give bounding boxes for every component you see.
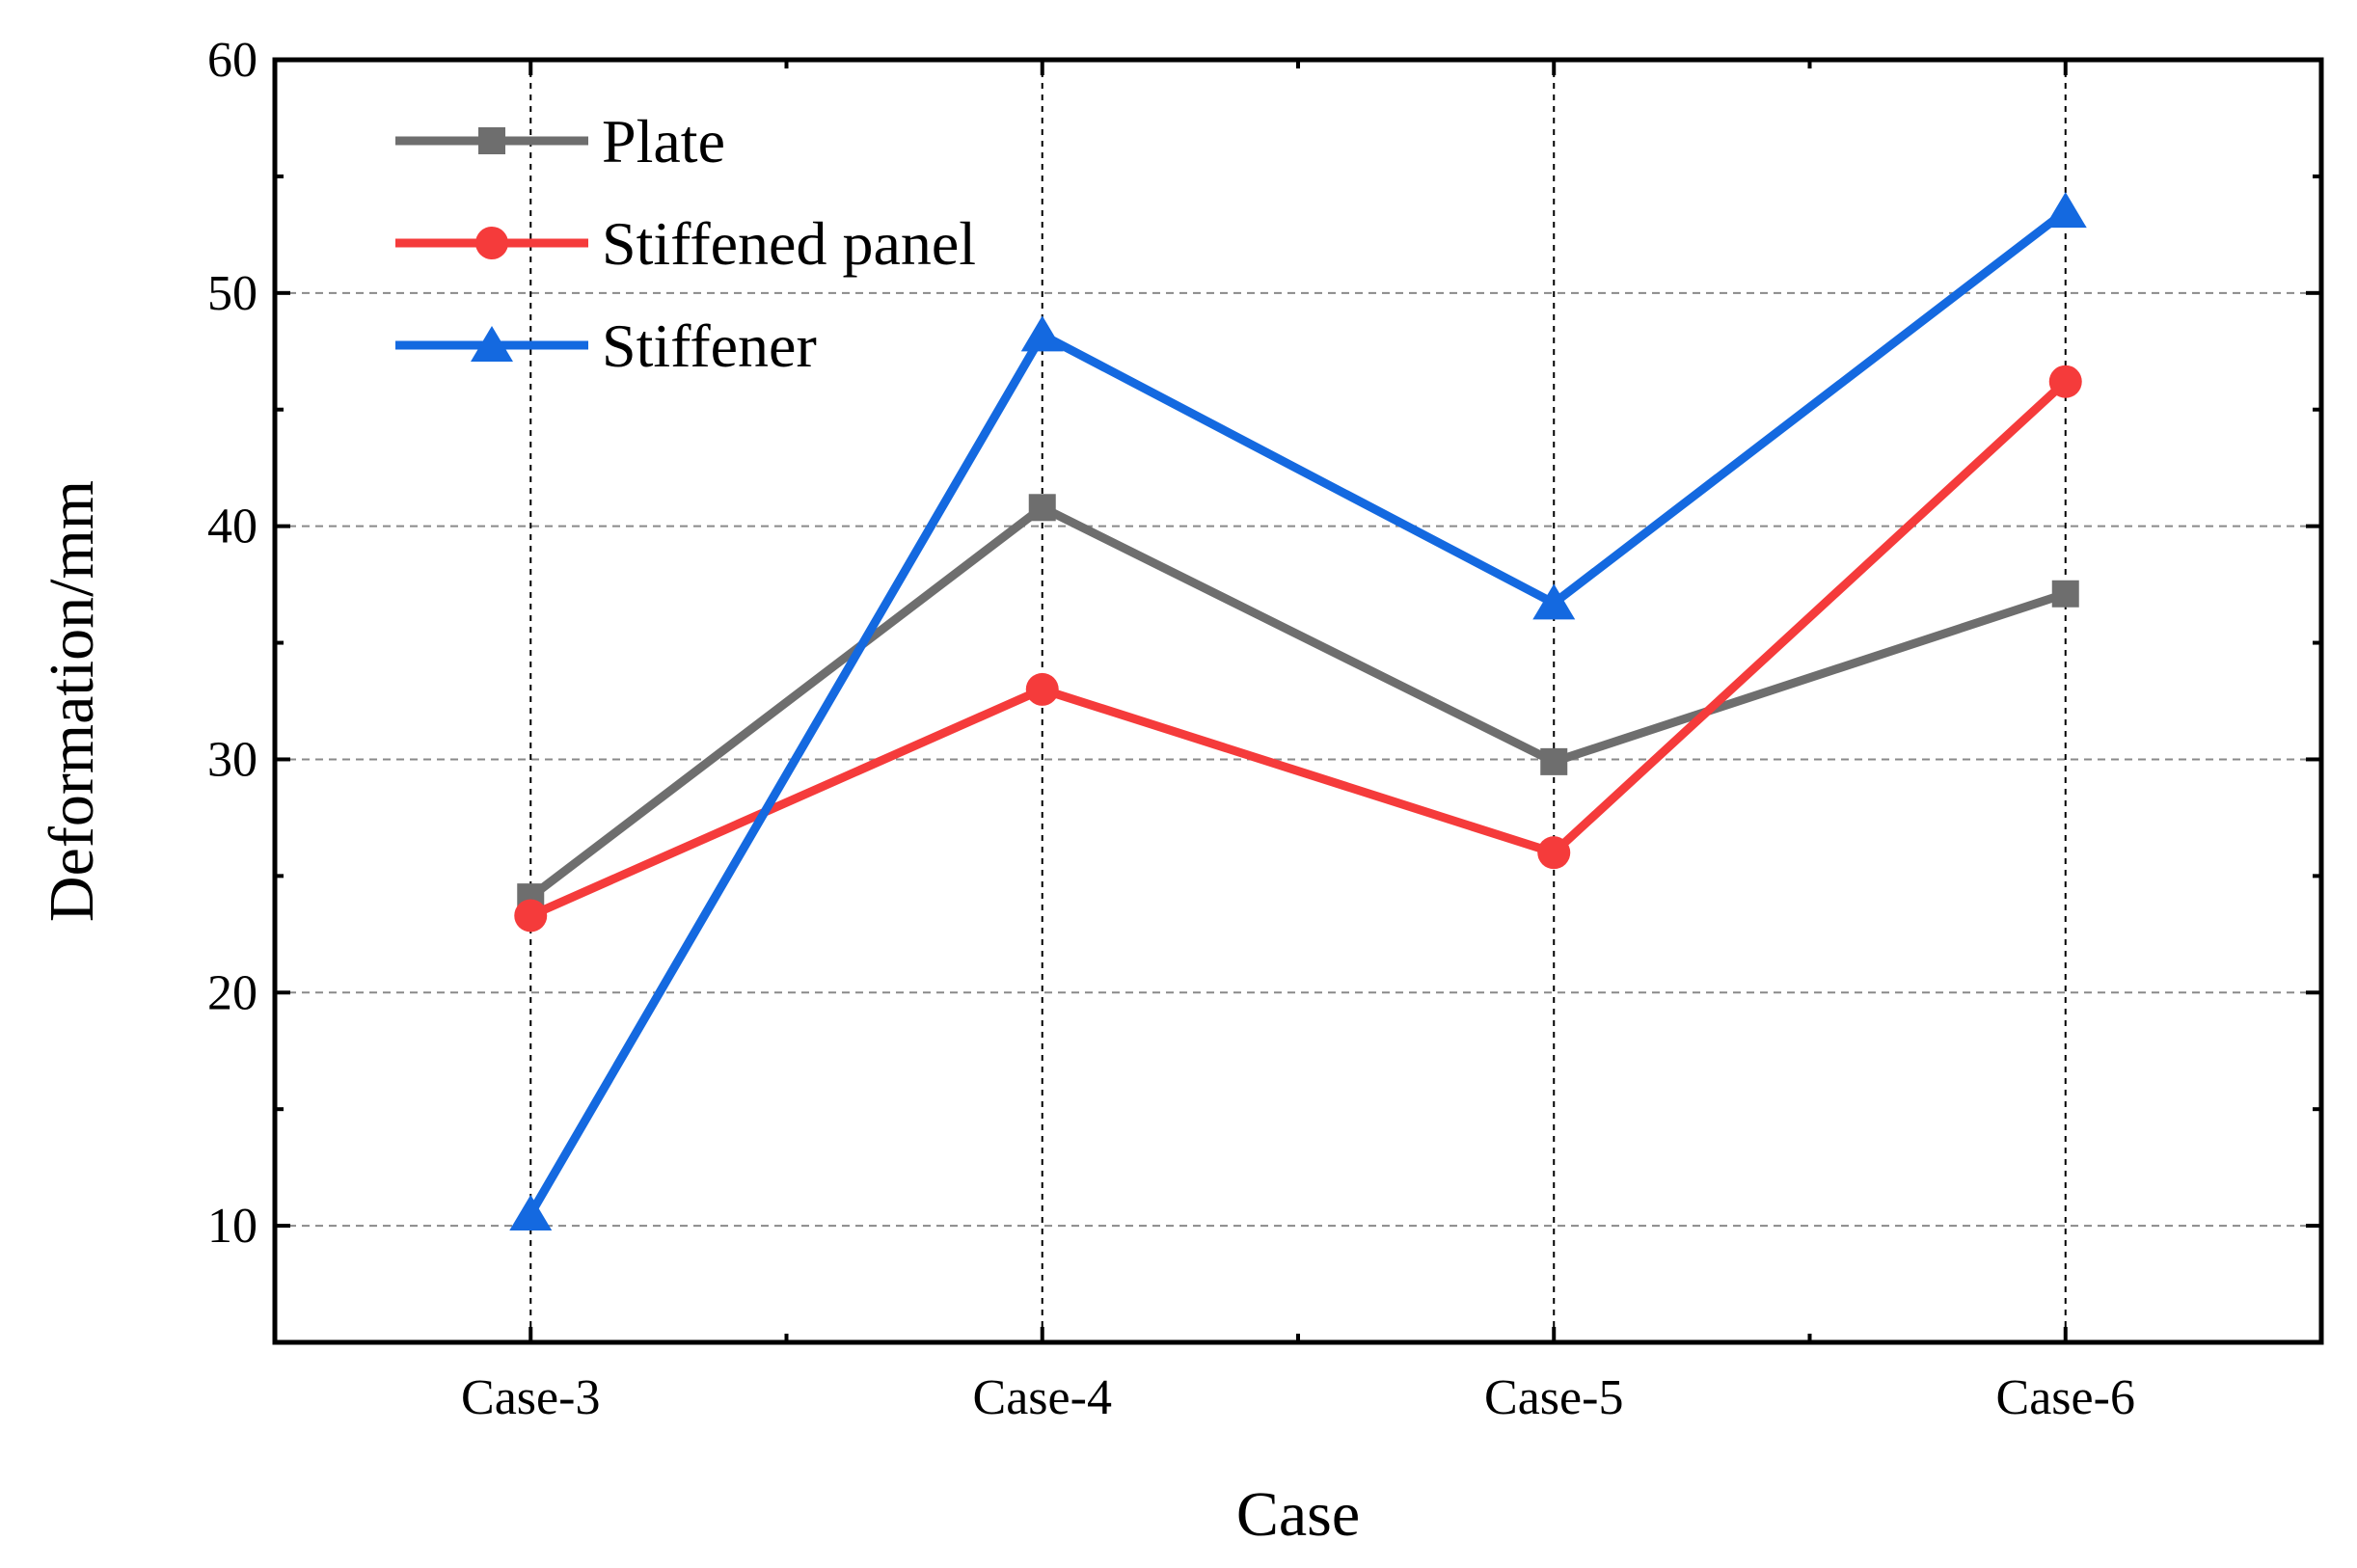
legend-label: Stiffened panel (602, 209, 976, 278)
data-point-square (1540, 747, 1568, 775)
data-point-square (2051, 580, 2079, 608)
y-tick-label: 10 (207, 1199, 257, 1254)
series-line-stiffened-panel (528, 378, 2069, 920)
x-tick-label: Case-4 (973, 1370, 1112, 1425)
series-line-stiffener (527, 207, 2069, 1217)
y-tick-label: 30 (207, 732, 257, 787)
legend-marker-triangle (471, 326, 513, 362)
legend-label: Plate (602, 107, 725, 176)
y-tick-label: 40 (207, 500, 257, 554)
data-point-square (1028, 494, 1056, 522)
x-tick-label: Case-5 (1484, 1370, 1623, 1425)
series-lines (509, 192, 2087, 1230)
legend-marker-square (478, 127, 505, 154)
data-point-triangle (509, 1195, 553, 1230)
y-tick-label: 50 (207, 266, 257, 321)
y-tick-label: 20 (207, 965, 257, 1020)
series-line-plate (528, 502, 2068, 901)
y-tick-label: 60 (207, 33, 257, 88)
data-point-circle (1025, 672, 1059, 706)
data-point-triangle (1020, 315, 1064, 352)
grid-lines (275, 60, 2321, 1342)
legend: Plate Stiffened panel Stiffener (395, 107, 976, 380)
legend-label: Stiffener (602, 311, 817, 380)
x-tick-label: Case-6 (1996, 1370, 2135, 1425)
x-axis-title: Case (1236, 1479, 1360, 1550)
data-point-triangle (1532, 583, 1576, 620)
y-axis-title: Deformation/mm (37, 480, 107, 922)
x-tick-labels: Case-3 Case-4 Case-5 Case-6 (461, 1370, 2135, 1425)
data-point-circle (514, 899, 548, 933)
plot-frame (272, 57, 2324, 1345)
data-point-circle (1537, 836, 1571, 870)
y-tick-labels: 10 20 30 40 50 60 (207, 33, 257, 1254)
data-point-circle (2048, 365, 2082, 398)
data-point-triangle (2044, 192, 2087, 229)
x-tick-label: Case-3 (461, 1370, 600, 1425)
legend-marker-circle (475, 227, 508, 259)
